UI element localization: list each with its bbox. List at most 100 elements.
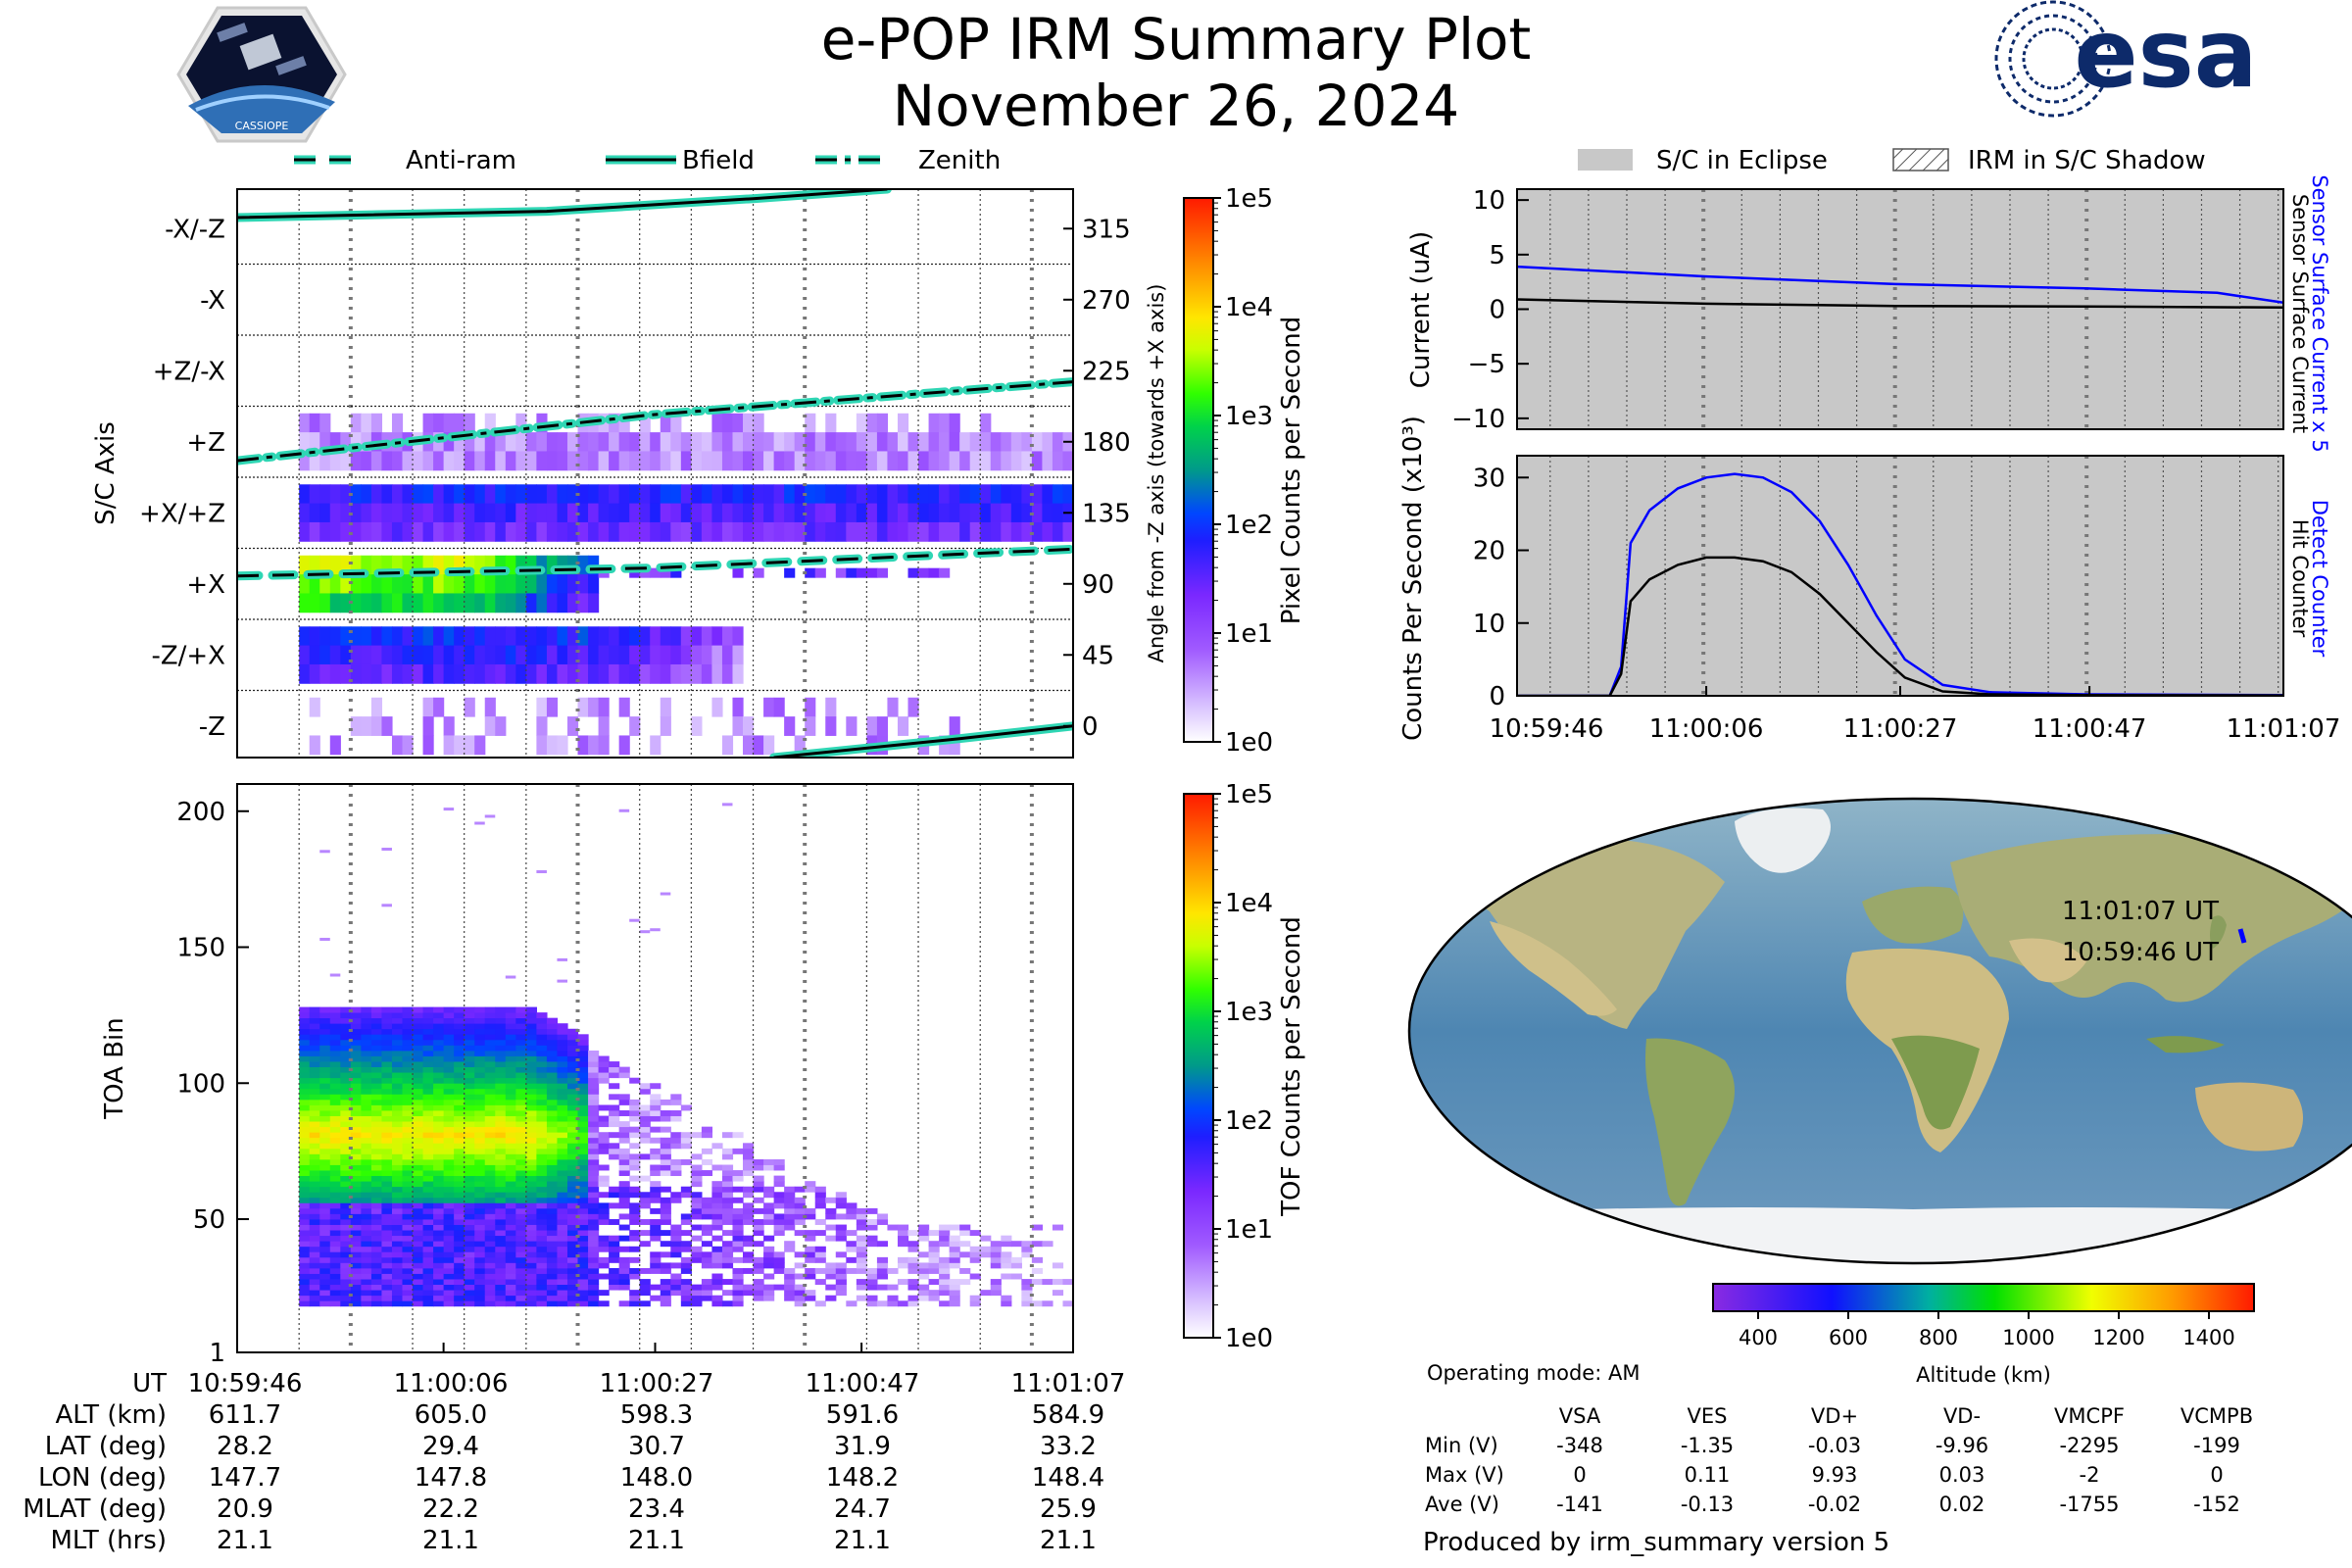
toa-bin: [1010, 1262, 1022, 1269]
toa-bin: [413, 1094, 424, 1101]
toa-bin: [505, 1235, 516, 1242]
sc-bin: [618, 626, 630, 647]
toa-bin: [660, 1186, 671, 1193]
toa-bin: [515, 1121, 527, 1128]
toa-bin: [536, 1017, 548, 1024]
toa-bin: [660, 1295, 671, 1301]
sc-bin: [413, 503, 424, 523]
toa-bin: [505, 1012, 516, 1019]
sc-bin: [598, 663, 610, 684]
toa-bin: [309, 1066, 320, 1073]
toa-bin: [577, 1126, 589, 1133]
toa-bin: [309, 1279, 320, 1286]
toa-bin: [443, 1256, 455, 1263]
sc-bin: [846, 432, 858, 452]
toa-bin: [525, 1023, 537, 1030]
toa-bin: [866, 1273, 878, 1280]
toa-bin: [743, 1192, 755, 1199]
sc-bin: [691, 484, 703, 505]
toa-bin: [680, 1290, 692, 1297]
sc-bin: [309, 593, 320, 613]
toa-bin: [433, 1104, 445, 1111]
toa-bin: [433, 1267, 445, 1274]
toa-bin: [454, 1061, 466, 1068]
sc-bin: [443, 663, 455, 684]
toa-bin: [319, 1279, 331, 1286]
toa-bin: [340, 1143, 352, 1150]
toa-bin: [484, 1061, 496, 1068]
toa-bin: [319, 1099, 331, 1105]
toa-bin: [309, 1006, 320, 1013]
toa-bin: [588, 1099, 600, 1105]
toa-bin: [370, 1083, 383, 1090]
toa-bin: [484, 1121, 496, 1128]
toa-bin: [794, 1230, 806, 1237]
world-map: 11:01:07 UT 10:59:46 UT: [1407, 797, 2352, 1265]
sc-bin: [609, 451, 620, 471]
toa-bin: [402, 1284, 414, 1291]
toa-bin: [784, 1219, 796, 1225]
toa-bin: [381, 1213, 393, 1220]
toa-bin: [484, 1267, 496, 1274]
toa-bin: [876, 1213, 889, 1220]
sc-bin: [928, 413, 940, 433]
toa-bin: [495, 1197, 507, 1203]
toa-bin: [299, 1017, 311, 1024]
toa-bin: [413, 1246, 424, 1252]
colorbar-tick-label: 1e3: [1225, 402, 1273, 431]
sc-bin: [743, 735, 755, 756]
orbit-cell: 21.1: [1040, 1526, 1097, 1555]
toa-bin: [484, 1235, 496, 1242]
toa-bin: [391, 1175, 404, 1182]
toa-bin: [319, 1197, 331, 1203]
sc-bin: [566, 484, 579, 505]
toa-bin: [536, 1170, 548, 1177]
toa-bin: [525, 1088, 537, 1095]
sc-bin: [546, 521, 559, 542]
toa-bin: [484, 1181, 496, 1188]
toa-bin: [402, 1213, 414, 1220]
sc-bin: [794, 521, 806, 542]
toa-bin: [361, 1045, 372, 1052]
toa-bin: [814, 1256, 826, 1263]
toa-bin: [474, 1050, 486, 1056]
toa-bin: [557, 1235, 568, 1242]
toa-bin: [773, 1262, 785, 1269]
toa-bin: [402, 1290, 414, 1297]
sc-bin: [454, 432, 466, 452]
toa-bin: [866, 1224, 878, 1231]
toa-bin: [1010, 1241, 1022, 1248]
toa-bin: [505, 1251, 516, 1258]
orbit-cell: 611.7: [209, 1400, 281, 1430]
toa-bin: [361, 1273, 372, 1280]
toa-bin: [299, 1300, 311, 1307]
toa-bin: [340, 1045, 352, 1052]
toa-bin: [515, 1295, 527, 1301]
toa-bin: [557, 1197, 568, 1203]
toa-bin: [402, 1006, 414, 1013]
toa-bin: [350, 1045, 362, 1052]
toa-bin: [753, 1207, 764, 1214]
toa-bin: [443, 1207, 455, 1214]
toa-bin: [505, 1121, 516, 1128]
toa-bin: [433, 1055, 445, 1062]
toa-bin: [763, 1207, 775, 1214]
toa-bin: [536, 1077, 548, 1084]
orbit-cell: 591.6: [826, 1400, 899, 1430]
toa-bin: [474, 1153, 486, 1160]
toa-bin: [402, 1121, 414, 1128]
toa-bin: [856, 1246, 867, 1252]
sc-bin: [505, 574, 516, 594]
sc-bin: [525, 645, 537, 665]
toa-bin: [484, 1224, 496, 1231]
toa-bin: [319, 1050, 331, 1056]
sc-bin: [701, 503, 713, 523]
toa-bin: [629, 1207, 641, 1214]
toa-bin: [1031, 1241, 1044, 1248]
toa-bin: [309, 1241, 320, 1248]
orbit-cell: 33.2: [1040, 1432, 1097, 1461]
toa-bin: [1052, 1279, 1064, 1286]
counts-xtick-label: 11:00:06: [1649, 714, 1764, 744]
toa-bin: [969, 1251, 981, 1258]
sc-bin: [639, 432, 651, 452]
